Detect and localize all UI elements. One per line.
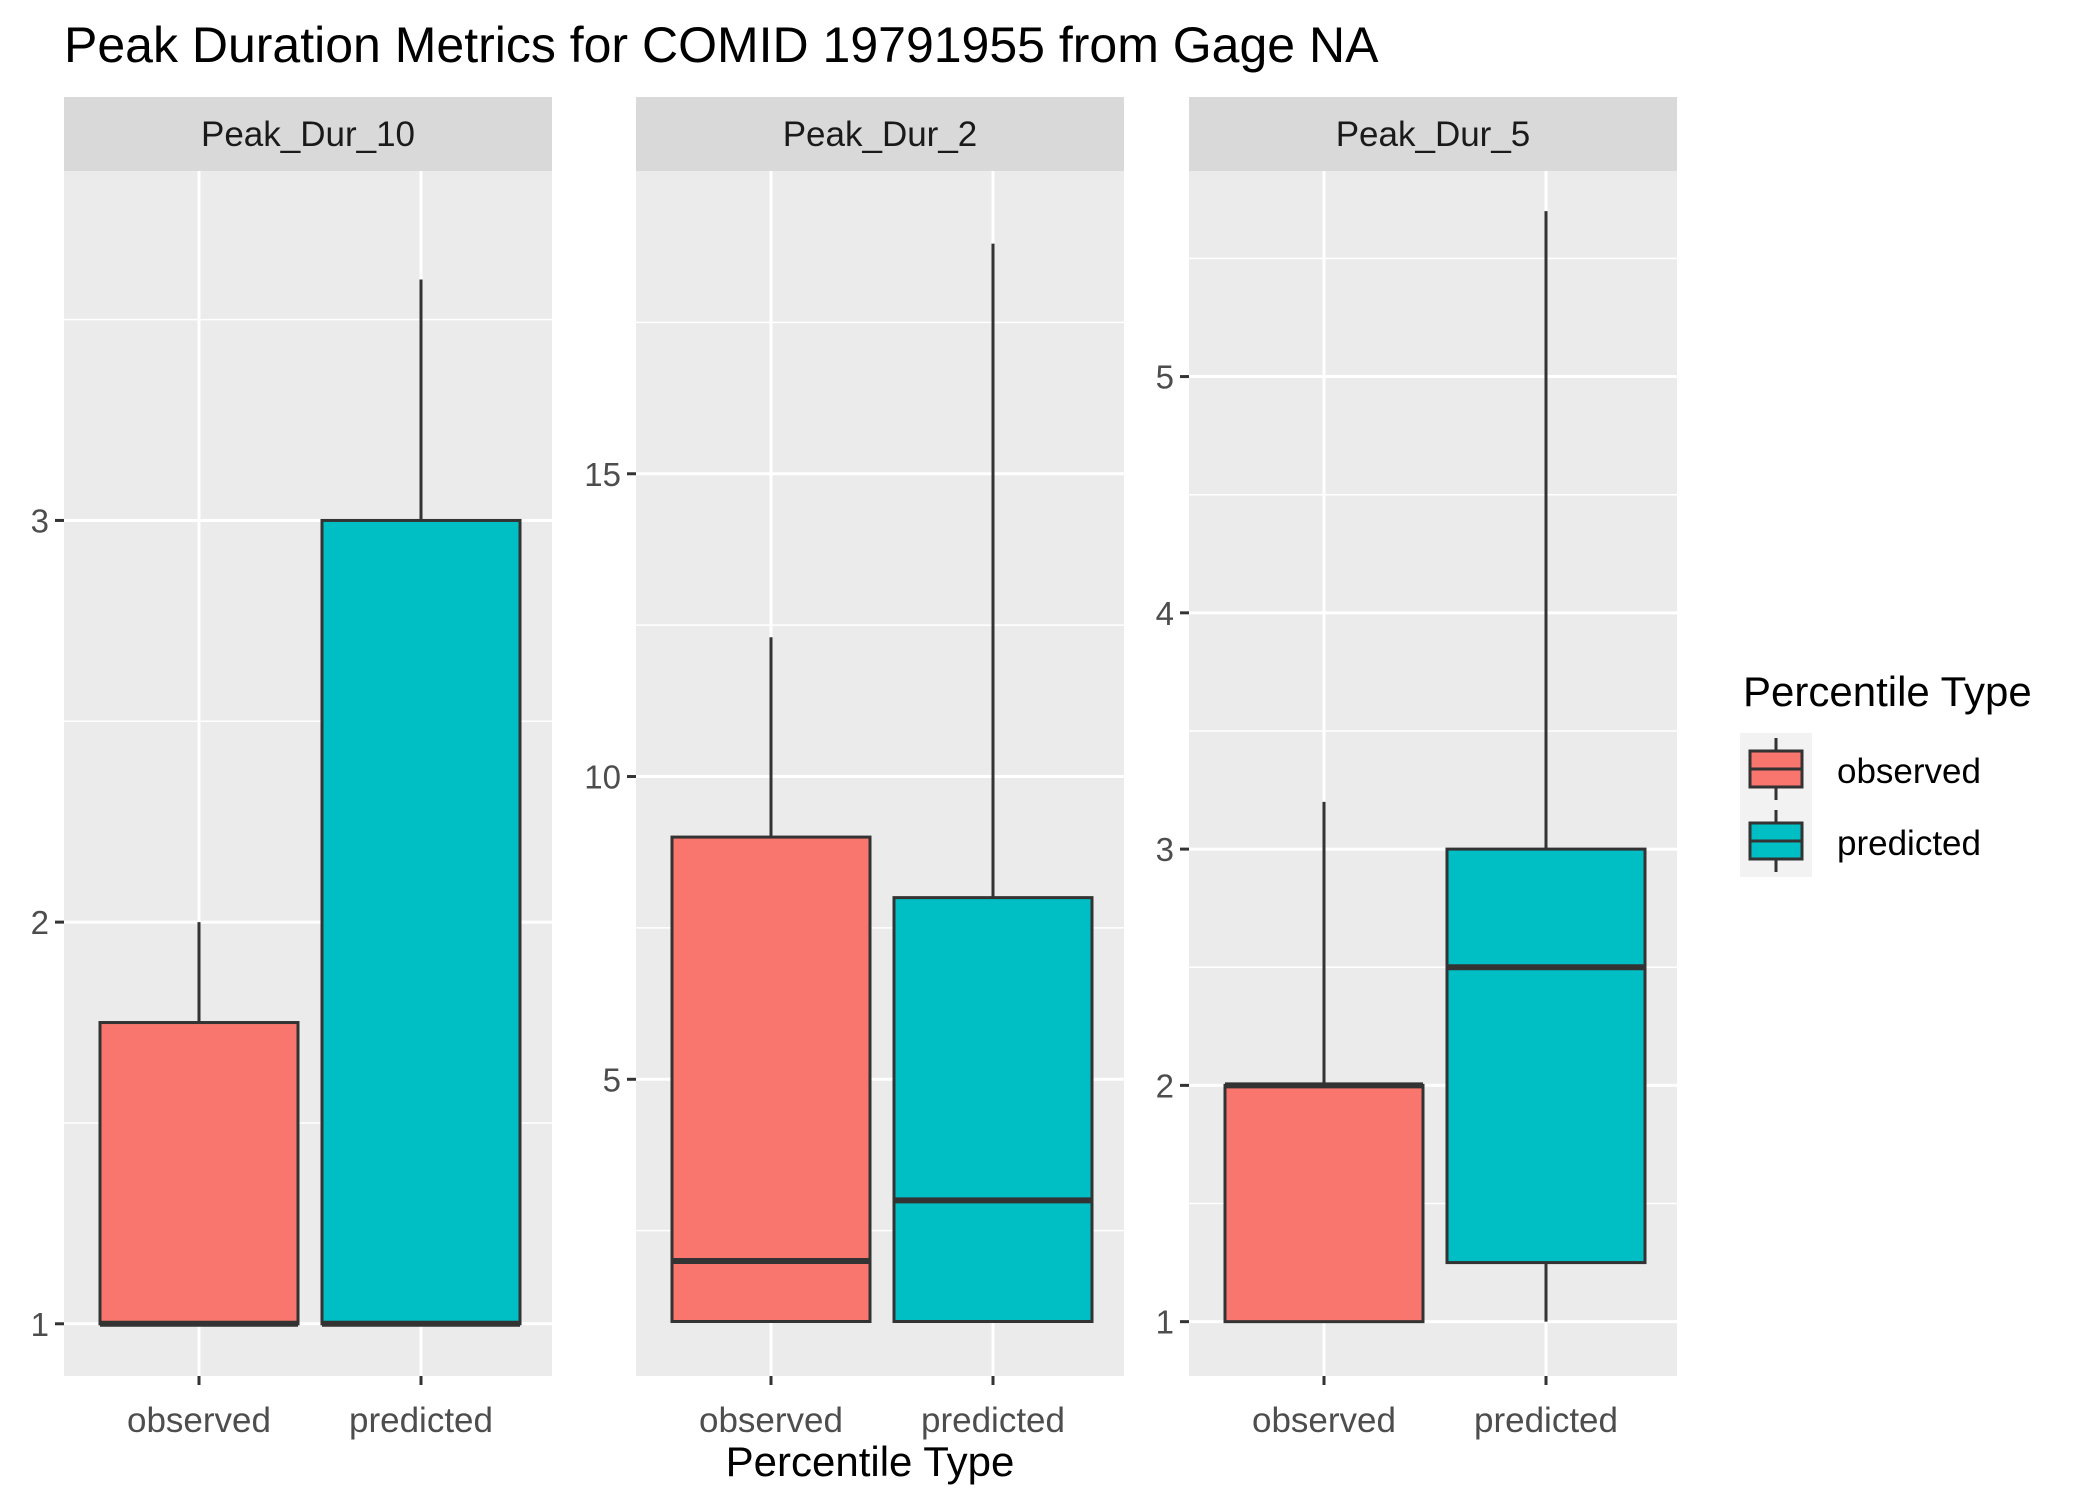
y-tick-label: 2 [31, 904, 49, 941]
facet-strip-label: Peak_Dur_10 [201, 115, 415, 154]
box-observed [670, 835, 872, 1324]
y-tick-label: 2 [1156, 1067, 1174, 1104]
y-tick-label: 10 [584, 759, 621, 796]
x-tick-label-observed: observed [127, 1401, 271, 1440]
box-observed [98, 1021, 300, 1326]
box-predicted [1445, 847, 1647, 1265]
facet-strip-label: Peak_Dur_5 [1336, 115, 1531, 154]
y-tick-label: 3 [31, 502, 49, 539]
x-tick-label-predicted: predicted [921, 1401, 1065, 1440]
box-predicted [320, 518, 522, 1326]
chart-title: Peak Duration Metrics for COMID 19791955… [64, 17, 1379, 73]
facet-strip-label: Peak_Dur_2 [783, 115, 978, 154]
facet-panel-peak-dur-2: 5 10 15 observed predicted Peak_Dur_2 [584, 97, 1124, 1440]
x-tick-label-observed: observed [699, 1401, 843, 1440]
y-tick-label: 5 [1156, 359, 1174, 396]
y-tick-label: 1 [31, 1306, 49, 1343]
y-tick-label: 1 [1156, 1304, 1174, 1341]
box-observed [1223, 1083, 1425, 1324]
legend: Percentile Type observed predicted [1740, 668, 2032, 877]
facet-panel-peak-dur-5: 1 2 3 4 5 observed predicted Peak_Dur_5 [1156, 97, 1677, 1440]
y-tick-label: 5 [603, 1061, 621, 1098]
x-tick-label-predicted: predicted [349, 1401, 493, 1440]
box-predicted [892, 896, 1094, 1324]
facet-strip [636, 97, 1124, 171]
facet-strip [64, 97, 552, 171]
y-tick-label: 15 [584, 456, 621, 493]
x-axis-label: Percentile Type [726, 1438, 1015, 1485]
x-tick-label-predicted: predicted [1474, 1401, 1618, 1440]
legend-title: Percentile Type [1743, 668, 2032, 715]
x-tick-label-observed: observed [1252, 1401, 1396, 1440]
facet-panel-peak-dur-10: 1 2 3 observed predicted Peak_Dur_10 [31, 97, 552, 1440]
legend-label-predicted: predicted [1837, 824, 1981, 863]
y-tick-label: 4 [1156, 595, 1174, 632]
y-tick-label: 3 [1156, 831, 1174, 868]
facet-strip [1189, 97, 1677, 171]
legend-label-observed: observed [1837, 752, 1981, 791]
